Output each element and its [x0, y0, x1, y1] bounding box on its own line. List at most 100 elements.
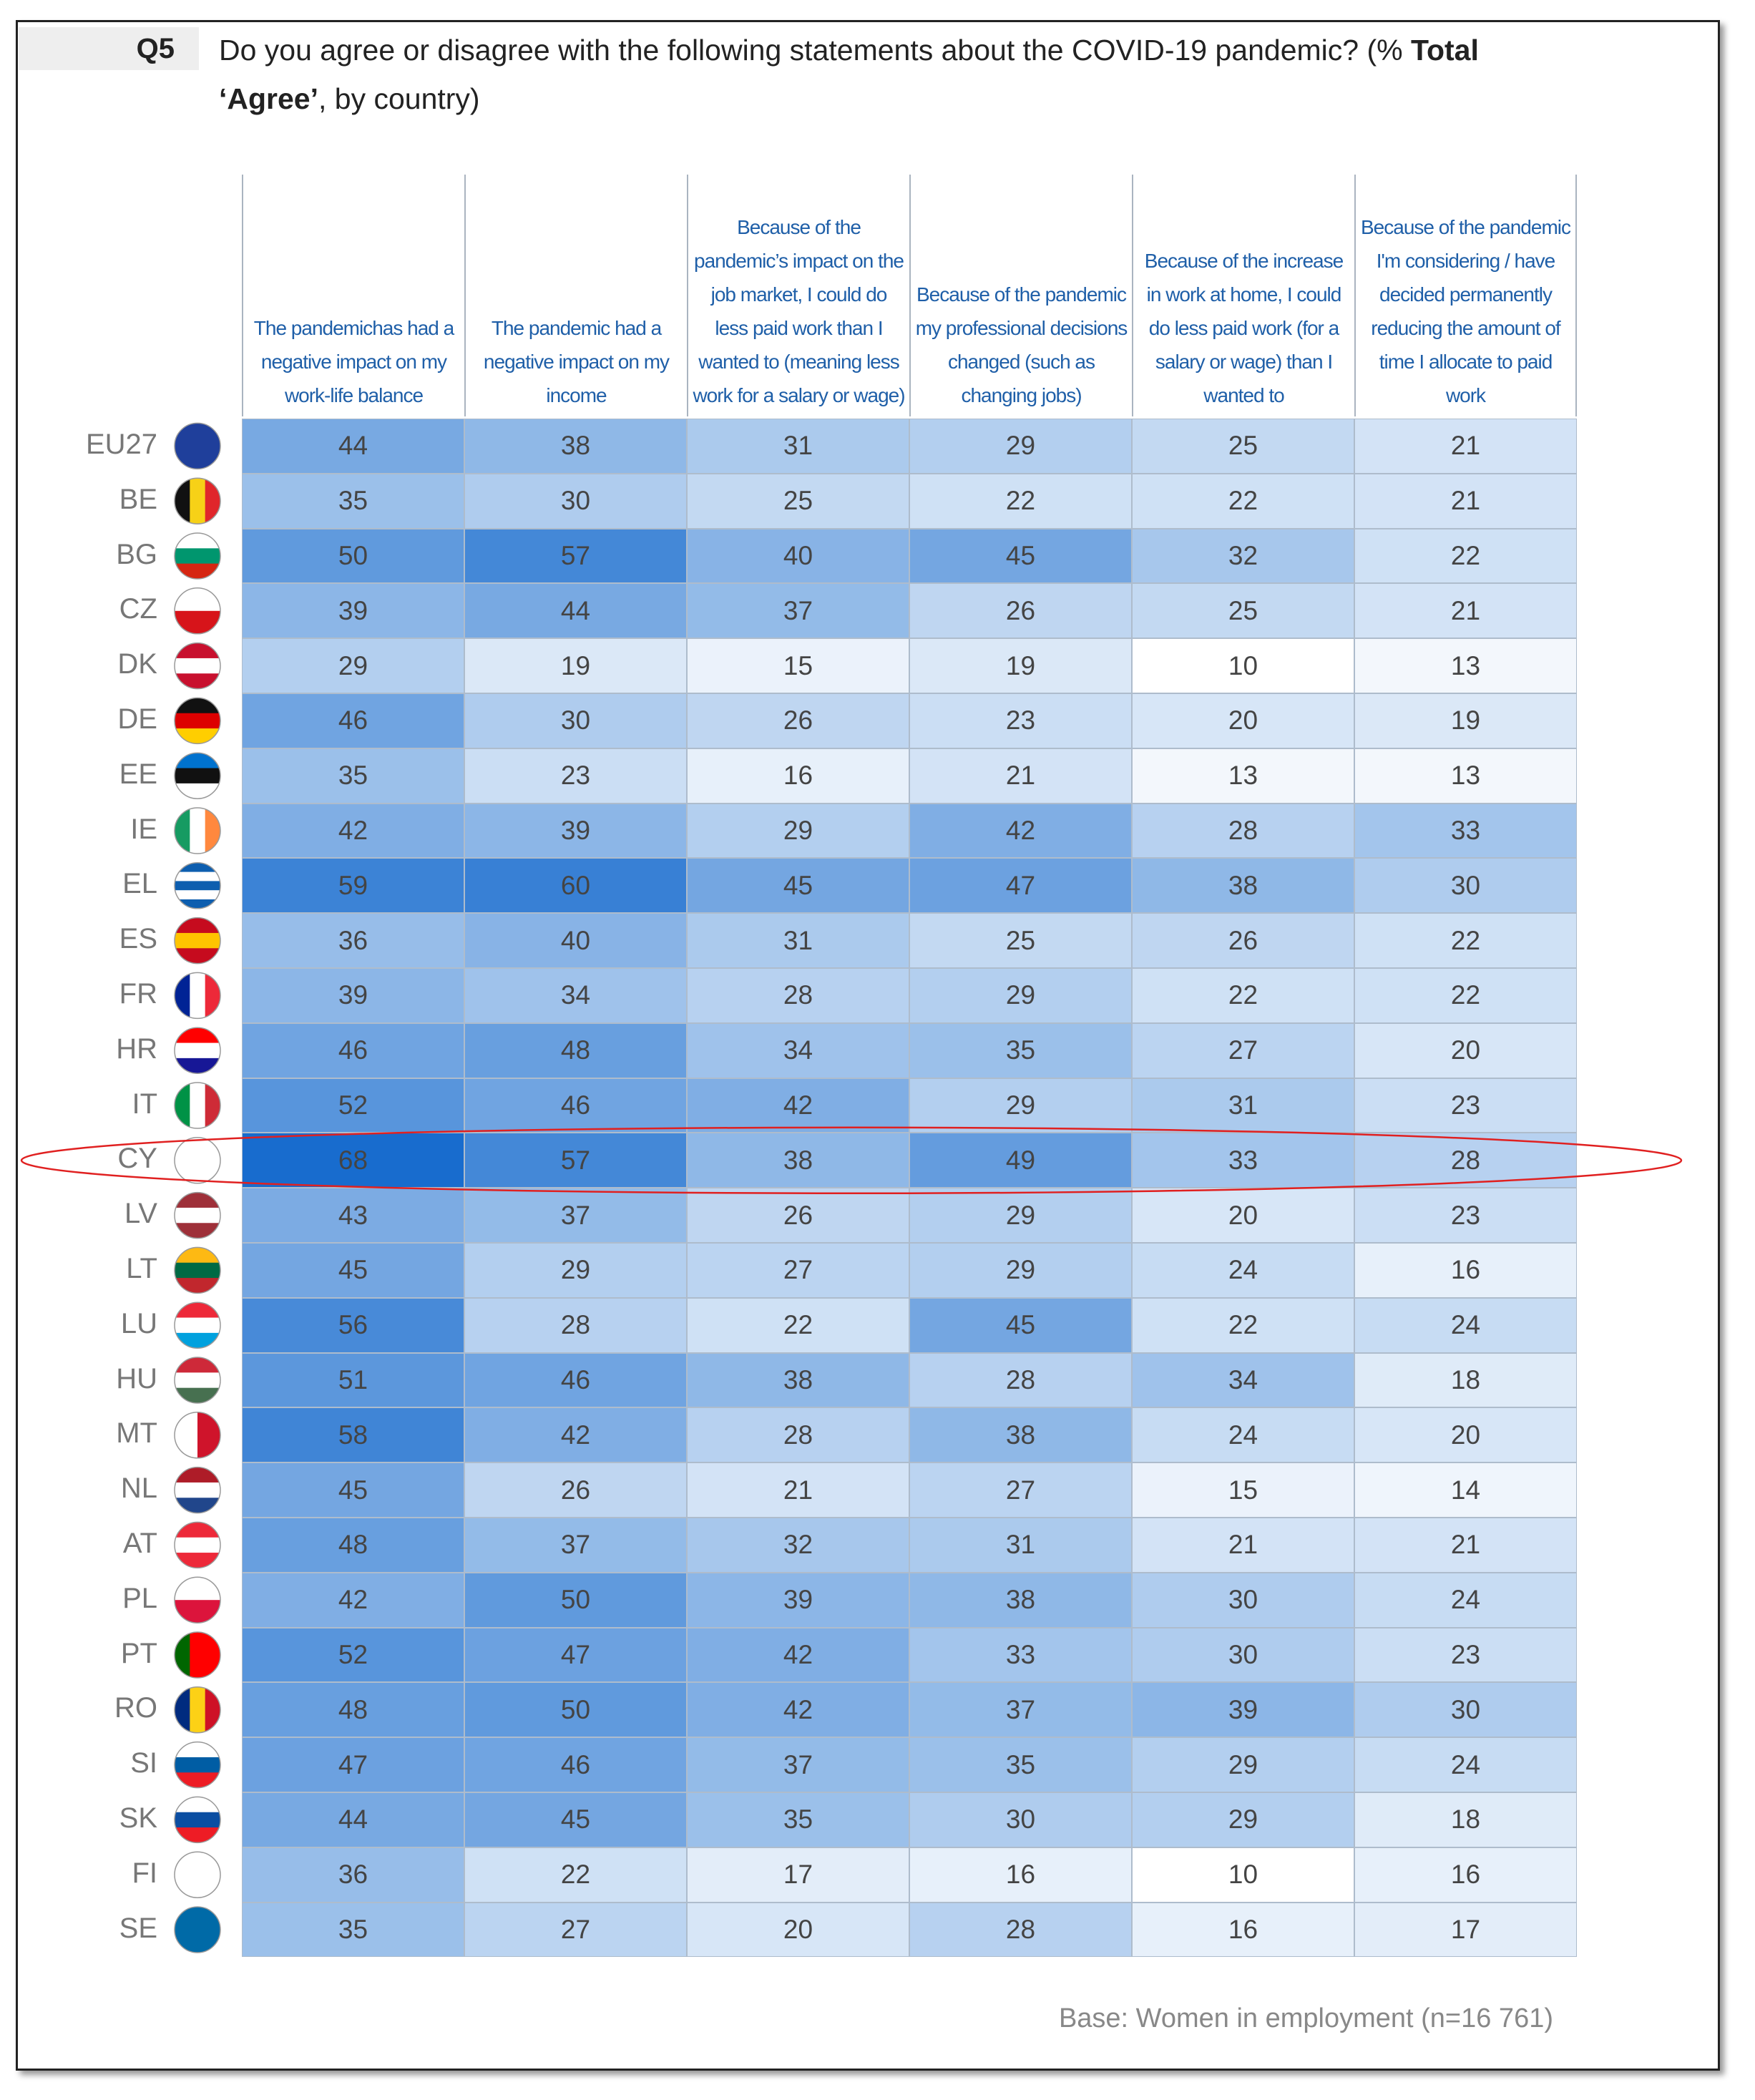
value-cell: 39 [464, 803, 687, 859]
flag-part [175, 1812, 220, 1829]
flag-part [174, 1246, 221, 1294]
flag-part [190, 1632, 206, 1678]
value-cell: 29 [909, 1243, 1132, 1298]
flag-part [190, 808, 206, 854]
flag-part [174, 1137, 221, 1184]
value-cell: 29 [687, 803, 909, 859]
value-cell: 51 [242, 1352, 464, 1408]
value-cell: 27 [909, 1462, 1132, 1518]
value-cell: 16 [687, 748, 909, 804]
value-cell: 38 [687, 1133, 909, 1188]
flag-part [175, 533, 220, 579]
value-cell: 57 [464, 1133, 687, 1188]
flag-part [175, 1522, 220, 1538]
value-cell: 40 [464, 913, 687, 968]
flag-part [175, 1600, 220, 1623]
value-cell: 31 [1132, 1078, 1354, 1133]
flag-part [175, 1742, 220, 1788]
country-label: DE [117, 703, 157, 735]
country-label: EL [122, 868, 157, 900]
value-cell: 28 [687, 968, 909, 1023]
flag-part [175, 1262, 220, 1279]
value-cell: 22 [1132, 473, 1354, 529]
value-cell: 45 [242, 1462, 464, 1518]
value-cell: 44 [464, 583, 687, 639]
flag-part [175, 423, 220, 469]
flag-part [174, 1466, 221, 1514]
flag-part [175, 1357, 220, 1403]
flag-part [190, 478, 206, 524]
title-bold: Total ‘Agree’ [219, 34, 1479, 115]
flag-part [175, 1207, 220, 1224]
value-cell: 22 [464, 1847, 687, 1903]
value-cell: 30 [464, 693, 687, 748]
flag-part [175, 610, 220, 634]
country-label: SK [119, 1802, 157, 1834]
flag-part [174, 532, 221, 580]
value-cell: 45 [687, 858, 909, 914]
country-label: DK [117, 648, 157, 680]
value-cell: 46 [242, 1022, 464, 1078]
flag-part [174, 972, 221, 1020]
value-cell: 21 [909, 748, 1132, 804]
flag-part [174, 587, 221, 635]
value-cell: 45 [464, 1792, 687, 1847]
value-cell: 13 [1132, 748, 1354, 804]
value-cell: 49 [909, 1133, 1132, 1188]
flag-part [175, 1686, 191, 1733]
value-cell: 23 [1354, 1188, 1577, 1243]
flag-part [175, 1412, 198, 1458]
value-cell: 13 [1354, 638, 1577, 693]
value-cell: 31 [687, 419, 909, 474]
value-cell: 18 [1354, 1352, 1577, 1408]
country-label: SE [119, 1912, 157, 1944]
value-cell: 29 [1132, 1737, 1354, 1792]
flag-part [174, 1631, 221, 1679]
flag-part [175, 1387, 220, 1403]
value-cell: 26 [1132, 913, 1354, 968]
flag-part [175, 1083, 191, 1128]
flag-part [175, 1027, 220, 1044]
flag-part [175, 548, 220, 565]
flag-part [175, 783, 220, 799]
value-cell: 45 [909, 528, 1132, 584]
flag-part [175, 1467, 220, 1513]
value-cell: 37 [909, 1682, 1132, 1738]
value-cell: 46 [242, 693, 464, 748]
value-cell: 36 [242, 1847, 464, 1903]
flag-part [175, 1797, 220, 1843]
value-cell: 50 [464, 1572, 687, 1628]
flag-part [190, 972, 206, 1019]
value-cell: 42 [687, 1682, 909, 1738]
country-label: BG [116, 538, 157, 570]
flag-part [174, 917, 221, 964]
value-cell: 23 [464, 748, 687, 804]
flag-part [175, 1332, 220, 1349]
value-cell: 20 [1132, 1188, 1354, 1243]
value-cell: 26 [687, 1188, 909, 1243]
flag-part [175, 423, 220, 469]
column-header: The pandemichas had a negative impact on… [242, 175, 464, 416]
value-cell: 28 [909, 1902, 1132, 1958]
value-cell: 24 [1354, 1297, 1577, 1353]
value-cell: 40 [687, 528, 909, 584]
value-cell: 25 [909, 913, 1132, 968]
value-cell: 38 [1132, 858, 1354, 914]
value-cell: 21 [1354, 1518, 1577, 1573]
column-header: The pandemic had a negative impact on my… [464, 175, 687, 416]
value-cell: 33 [1354, 803, 1577, 859]
flag-part [175, 658, 220, 675]
flag-part [175, 972, 191, 1019]
country-label: HU [116, 1362, 157, 1395]
flag-part [175, 478, 191, 524]
flag-part [175, 1498, 220, 1513]
value-cell: 35 [242, 473, 464, 529]
value-cell: 59 [242, 858, 464, 914]
flag-part [175, 563, 220, 579]
base-note: Base: Women in employment (n=16 761) [1058, 2003, 1553, 2033]
value-cell: 21 [687, 1462, 909, 1518]
country-label: IT [132, 1088, 157, 1120]
flag-part [197, 1412, 220, 1458]
flag-part [205, 1686, 220, 1733]
